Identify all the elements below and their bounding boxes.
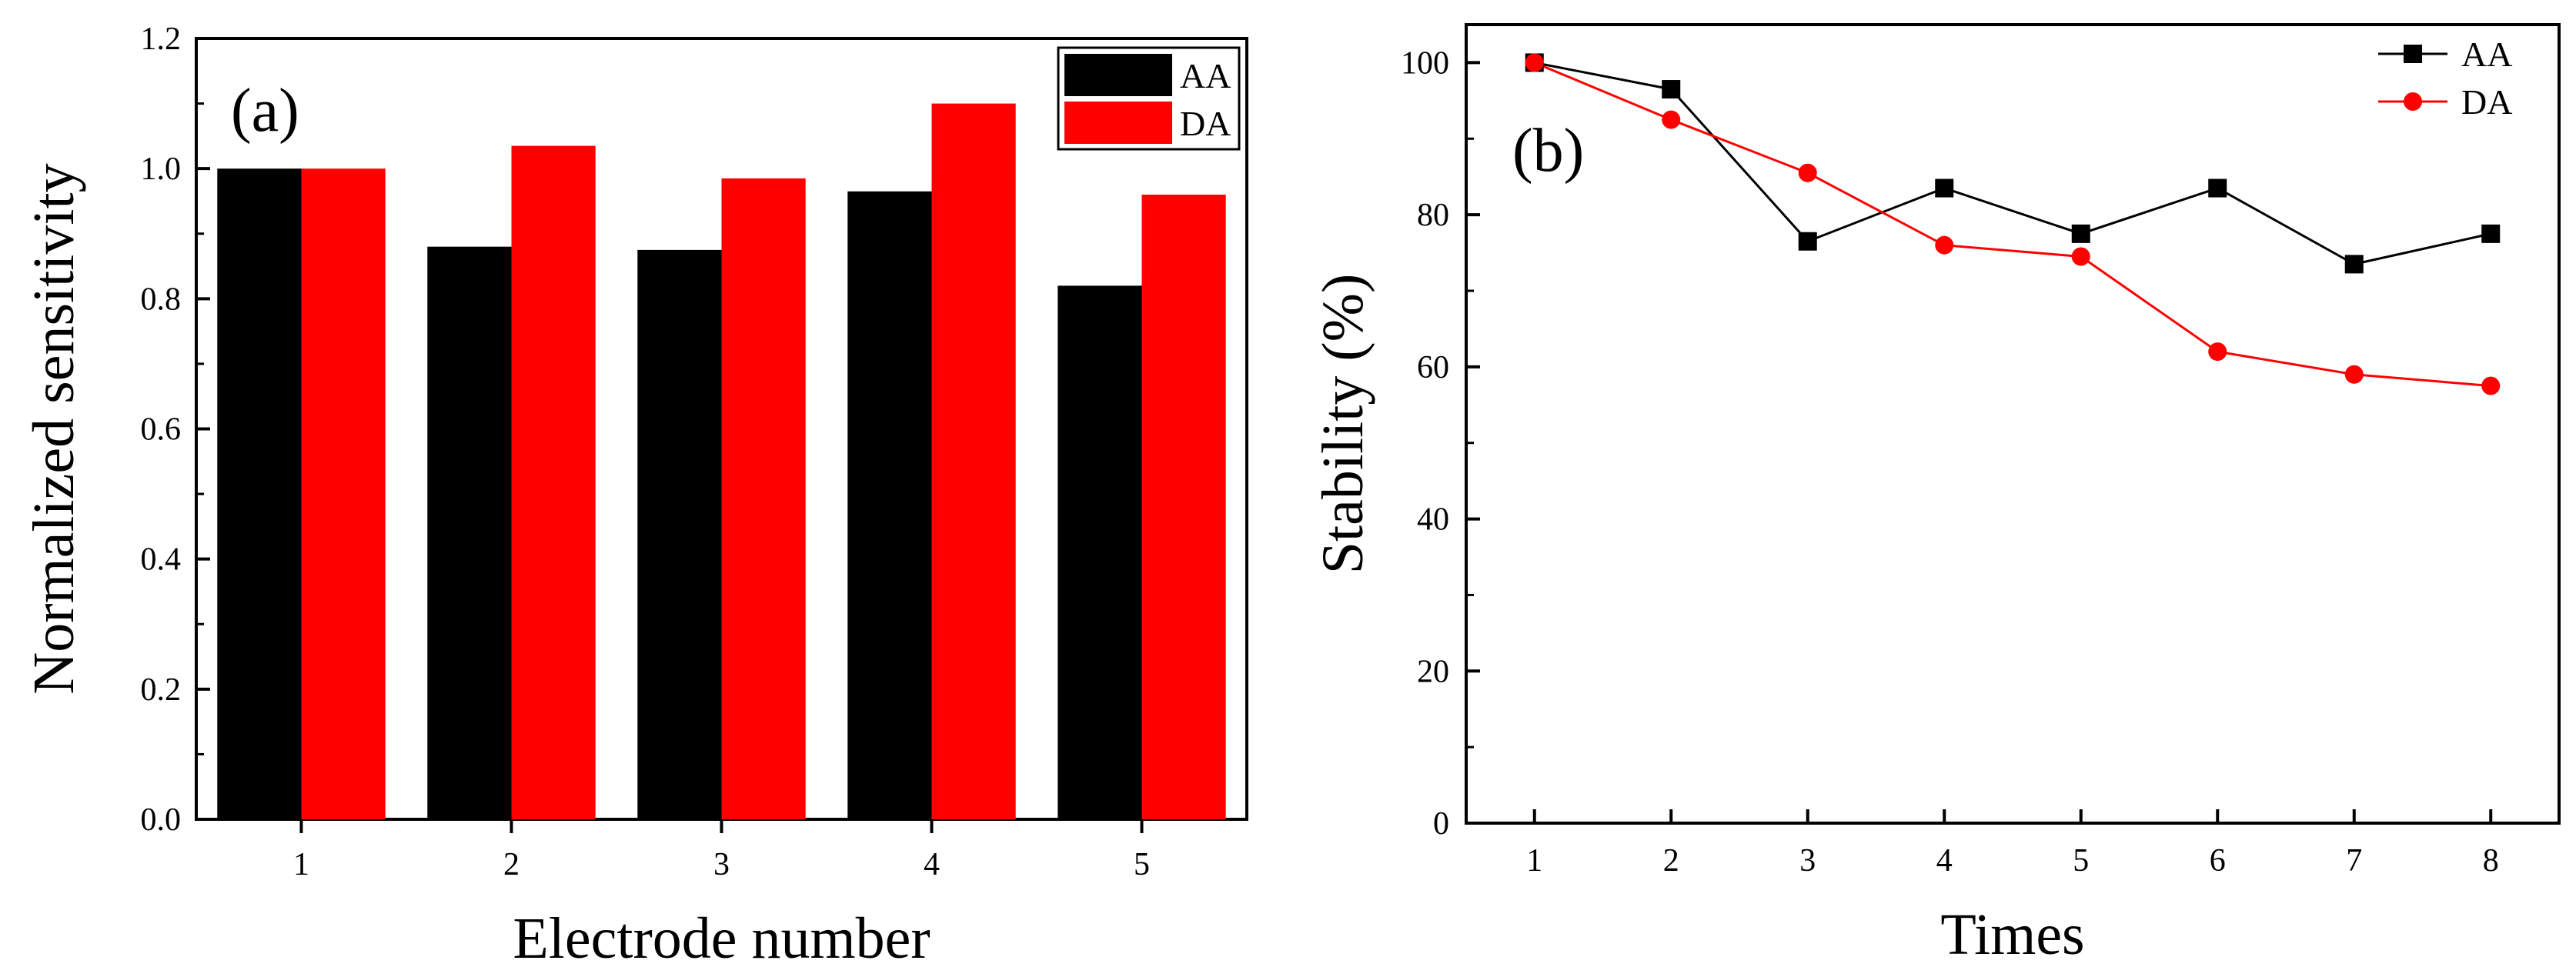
x-tick-label-b: 8 <box>2483 843 2499 879</box>
x-tick-label-a: 3 <box>713 847 730 882</box>
y-tick-label-a: 0.6 <box>141 412 182 448</box>
legend-swatch-aa <box>1064 54 1172 96</box>
plot-frame-b <box>1465 23 2561 825</box>
ticks-b: 0 20 40 60 80 100 1 2 3 4 5 6 7 8 <box>1401 45 2499 879</box>
bar-aa-5 <box>1057 285 1142 820</box>
y-tick-label-b: 0 <box>1433 806 1449 842</box>
point-aa <box>2481 224 2501 243</box>
point-da <box>2208 342 2227 362</box>
x-tick-label-a: 1 <box>293 847 309 882</box>
line-chart-panel-b: 0 20 40 60 80 100 1 2 3 4 5 6 7 8 (b) Times Stability… <box>1311 23 2561 967</box>
legend-b: AA DA <box>2378 35 2512 122</box>
point-da <box>1662 110 1681 129</box>
bar-da-5 <box>1141 195 1226 819</box>
series-line-aa <box>1534 61 2491 265</box>
point-aa <box>2344 255 2364 274</box>
x-tick-label-b: 2 <box>1663 843 1679 879</box>
point-da <box>2071 247 2090 266</box>
y-tick-label-b: 60 <box>1417 350 1449 385</box>
x-tick-label-b: 5 <box>2073 843 2089 879</box>
point-da <box>1798 163 1817 182</box>
y-tick-label-a: 1.2 <box>141 22 182 57</box>
panel-label-a: (a) <box>231 77 299 145</box>
bar-aa-1 <box>217 168 302 819</box>
legend-label-aa-b: AA <box>2461 35 2512 74</box>
x-tick-label-a: 2 <box>503 847 520 882</box>
y-tick-label-b: 20 <box>1417 654 1449 689</box>
y-tick-label-a: 0.8 <box>141 282 182 317</box>
x-tick-label-a: 5 <box>1134 847 1150 882</box>
panel-label-b: (b) <box>1512 117 1584 185</box>
legend-label-da-b: DA <box>2461 82 2512 122</box>
series-line-da <box>1534 62 2491 388</box>
x-tick-label-b: 7 <box>2346 843 2362 879</box>
point-da <box>1525 53 1544 72</box>
y-tick-label-b: 80 <box>1417 198 1449 233</box>
y-tick-label-b: 100 <box>1401 45 1449 81</box>
bar-aa-4 <box>847 191 932 820</box>
legend-marker-da <box>2404 92 2422 111</box>
point-aa <box>2208 178 2227 198</box>
x-tick-label-b: 4 <box>1936 843 1953 879</box>
legend-marker-aa <box>2404 45 2422 63</box>
y-tick-label-a: 0.0 <box>141 802 182 838</box>
y-axis-title-b: Stability (%) <box>1311 274 1375 575</box>
x-tick-label-b: 6 <box>2210 843 2226 879</box>
point-aa <box>1935 178 1954 198</box>
legend-label-aa: AA <box>1180 56 1231 95</box>
y-tick-label-a: 1.0 <box>141 152 182 187</box>
bar-da-3 <box>721 178 806 819</box>
point-da <box>2344 365 2364 384</box>
bar-chart-panel-a: 0.0 0.2 0.4 0.6 0.8 1.0 1.2 1 2 3 4 5 (a) Electrode… <box>22 22 1248 971</box>
x-axis-title-b: Times <box>1940 902 2084 967</box>
y-axis-title-a: Normalized sensitivity <box>22 163 86 694</box>
point-aa <box>1798 232 1817 251</box>
bar-aa-2 <box>427 246 512 820</box>
bar-da-4 <box>931 103 1016 820</box>
lines-b <box>1525 53 2501 395</box>
legend-label-da: DA <box>1180 104 1231 143</box>
point-da <box>1935 235 1954 255</box>
bar-da-1 <box>301 168 386 819</box>
y-tick-label-b: 40 <box>1417 502 1449 538</box>
point-da <box>2481 376 2501 395</box>
x-tick-label-a: 4 <box>924 847 940 882</box>
ticks-a: 0.0 0.2 0.4 0.6 0.8 1.0 1.2 1 2 3 4 5 <box>141 22 1151 882</box>
point-aa <box>1662 80 1681 99</box>
y-tick-label-a: 0.4 <box>141 542 182 578</box>
x-tick-label-b: 1 <box>1526 843 1542 879</box>
legend-swatch-da <box>1064 102 1172 144</box>
bars-a <box>217 103 1226 820</box>
x-tick-label-b: 3 <box>1799 843 1816 879</box>
legend-a: AA DA <box>1057 46 1241 151</box>
bar-da-2 <box>511 145 596 819</box>
point-aa <box>2071 224 2090 243</box>
x-axis-title-a: Electrode number <box>513 906 930 971</box>
y-tick-label-a: 0.2 <box>141 672 182 708</box>
bar-aa-3 <box>637 249 722 819</box>
